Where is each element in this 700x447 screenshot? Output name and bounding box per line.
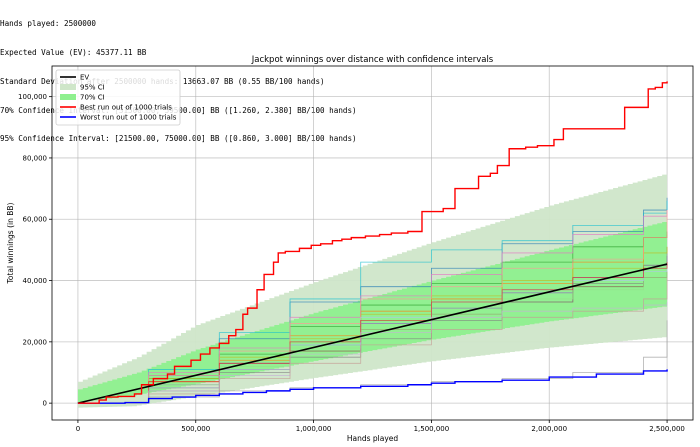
y-tick-label: 20,000	[23, 338, 48, 346]
x-tick-label: 1,500,000	[414, 425, 450, 433]
plot-area: 0 500,000 1,000,000 1,500,000 2,000,000 2,500…	[18, 65, 694, 433]
console-line-ev: Expected Value (EV): 45377.11 BB	[0, 47, 147, 57]
x-tick-label: 500,000	[181, 425, 210, 433]
y-tick-label: 100,000	[18, 93, 47, 101]
y-axis-label: Total winnings (in BB)	[6, 202, 15, 284]
y-tick-label: 0	[43, 400, 47, 408]
plot-frame	[51, 65, 694, 421]
console-line-ci95: 95% Confidence Interval: [21500.00, 7500…	[0, 134, 357, 144]
x-tick-label: 2,500,000	[649, 425, 685, 433]
console-line-hands: Hands played: 2500000	[0, 19, 97, 29]
legend-box	[55, 69, 181, 126]
x-axis-label: Hands played	[347, 434, 399, 443]
y-tick-label: 80,000	[23, 154, 48, 162]
legend: EV 95% CI 70% CI Best run out of 1000 trial…	[55, 69, 181, 126]
best-run-line	[77, 81, 668, 404]
console-output: Hands played: 2500000 Expected Value (EV…	[0, 0, 700, 154]
x-tick-label: 2,000,000	[531, 425, 567, 433]
legend-label: EV	[80, 74, 89, 82]
y-tick-label: 40,000	[23, 277, 48, 285]
ev-line	[77, 263, 668, 404]
legend-swatch-patch	[60, 84, 76, 90]
y-tick-label: 60,000	[23, 216, 48, 224]
legend-label: 70% CI	[80, 94, 105, 102]
legend-swatch-patch	[60, 94, 76, 100]
worst-run-line	[77, 369, 668, 404]
x-tick-label: 0	[76, 425, 80, 433]
x-tick-label: 1,000,000	[296, 425, 332, 433]
legend-label: Best run out of 1000 trials	[80, 104, 172, 112]
legend-label: Worst run out of 1000 trials	[80, 114, 177, 122]
legend-label: 95% CI	[80, 84, 105, 92]
chart-title: Jackpot winnings over distance with conf…	[251, 55, 494, 65]
